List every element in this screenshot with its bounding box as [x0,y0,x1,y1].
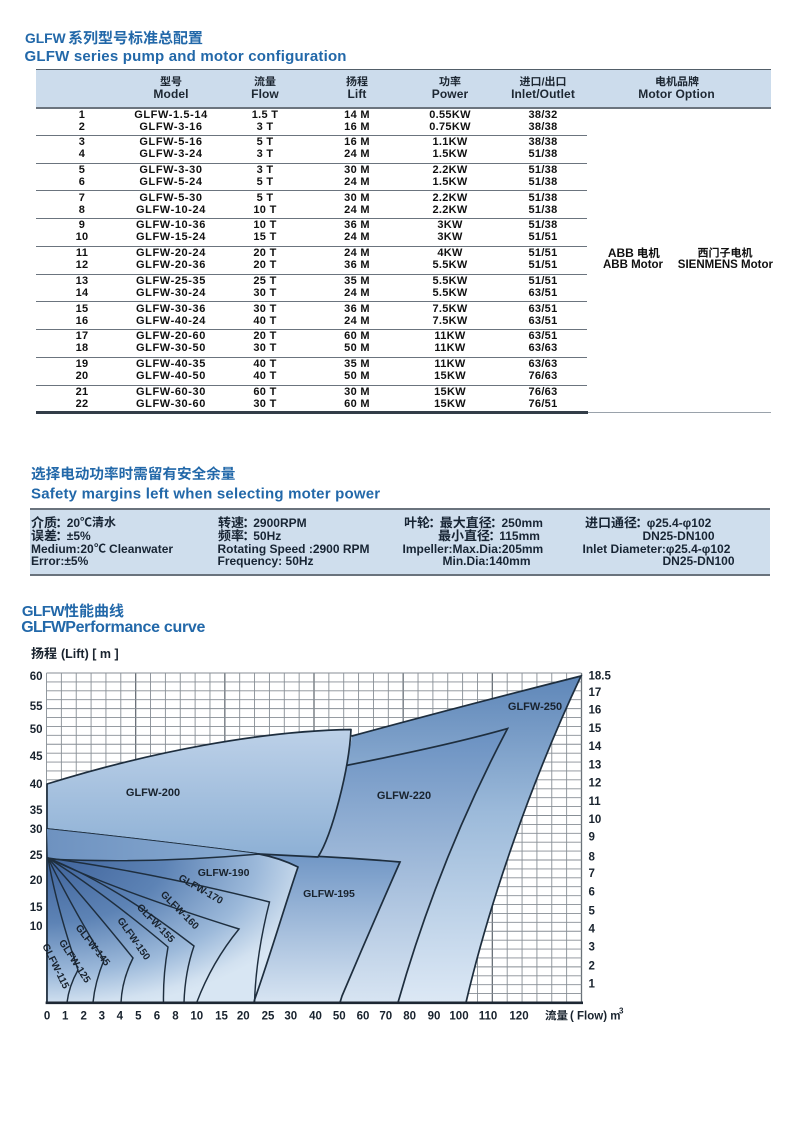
svg-text:1: 1 [62,1011,69,1023]
svg-text:3: 3 [99,1011,105,1023]
svg-text:4: 4 [589,923,596,935]
svg-text:GLFW-220: GLFW-220 [377,790,431,802]
svg-text:20: 20 [237,1011,250,1023]
svg-text:80: 80 [403,1011,416,1023]
svg-text:20: 20 [30,875,43,887]
svg-text:9: 9 [589,832,595,844]
svg-text:30: 30 [30,824,43,836]
svg-text:120: 120 [509,1011,528,1023]
svg-text:60: 60 [357,1011,370,1023]
svg-text:12: 12 [589,778,602,790]
svg-text:13: 13 [589,760,602,772]
svg-text:10: 10 [190,1011,203,1023]
svg-text:35: 35 [30,805,43,817]
svg-text:4: 4 [117,1011,124,1023]
svg-text:15: 15 [30,902,43,914]
svg-text:25: 25 [30,850,43,862]
svg-text:8: 8 [172,1011,179,1023]
svg-text:( Flow) m: ( Flow) m [570,1011,620,1023]
svg-text:8: 8 [589,851,596,863]
svg-text:3: 3 [589,942,595,954]
svg-text:10: 10 [589,814,602,826]
svg-text:6: 6 [154,1011,160,1023]
svg-text:40: 40 [309,1011,322,1023]
svg-text:6: 6 [589,887,595,899]
svg-text:17: 17 [589,687,602,699]
svg-text:14: 14 [589,741,602,753]
svg-text:GLFW-195: GLFW-195 [303,888,355,900]
svg-text:110: 110 [479,1011,498,1023]
svg-text:40: 40 [30,779,43,791]
svg-text:100: 100 [449,1011,468,1023]
svg-text:3: 3 [619,1007,624,1016]
svg-text:18.5: 18.5 [589,670,612,682]
svg-text:(Lift) [ m ]: (Lift) [ m ] [61,647,119,661]
svg-text:5: 5 [135,1011,142,1023]
svg-text:5: 5 [589,906,596,918]
svg-text:16: 16 [589,705,602,717]
svg-text:15: 15 [589,723,602,735]
svg-text:2: 2 [80,1011,86,1023]
svg-text:25: 25 [262,1011,275,1023]
svg-text:70: 70 [379,1011,392,1023]
svg-text:GLFW-250: GLFW-250 [508,701,562,713]
svg-text:GLFW-190: GLFW-190 [198,867,250,879]
svg-text:45: 45 [30,751,43,763]
svg-text:GLFW-200: GLFW-200 [126,787,180,799]
svg-text:10: 10 [30,921,43,933]
svg-text:2: 2 [589,960,595,972]
svg-text:15: 15 [215,1011,228,1023]
svg-text:90: 90 [428,1011,441,1023]
svg-text:50: 50 [30,724,43,736]
svg-text:30: 30 [284,1011,297,1023]
svg-text:11: 11 [589,796,602,808]
svg-text:7: 7 [589,868,595,880]
svg-text:50: 50 [333,1011,346,1023]
svg-text:60: 60 [30,671,43,683]
svg-text:55: 55 [30,701,43,713]
svg-text:1: 1 [589,979,596,991]
svg-text:0: 0 [44,1011,50,1023]
